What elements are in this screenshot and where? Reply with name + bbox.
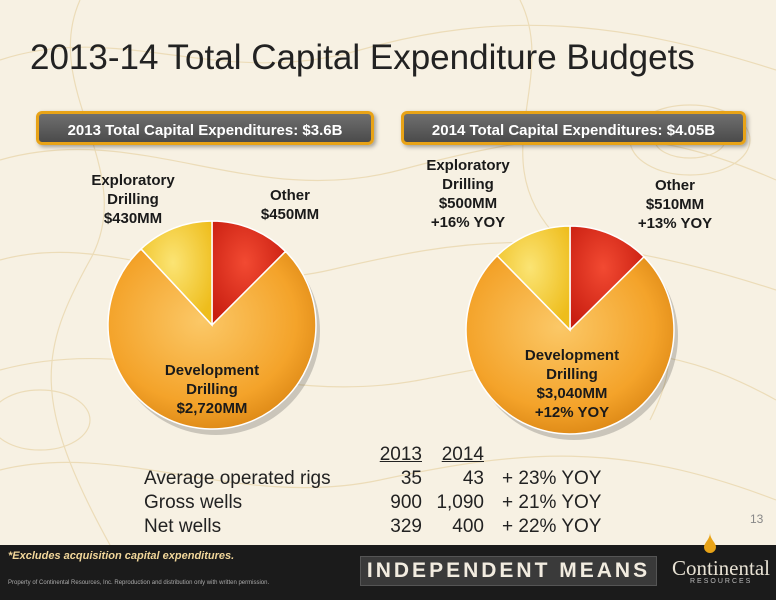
pie-slice-development bbox=[465, 254, 675, 435]
row-label: Gross wells bbox=[144, 492, 243, 513]
pie-slice-other bbox=[211, 220, 287, 327]
pie-slice-other bbox=[569, 225, 646, 332]
value-2013: 329 bbox=[390, 516, 422, 537]
slice-label-exploratory: Exploratory Drilling $430MM bbox=[91, 172, 175, 227]
slide-title: 2013-14 Total Capital Expenditure Budget… bbox=[30, 38, 695, 77]
company-logo-subtitle: RESOURCES bbox=[690, 578, 753, 585]
slice-label-other: Other $450MM bbox=[261, 187, 319, 223]
yoy-change: + 23% YOY bbox=[502, 468, 602, 489]
column-header-2013: 2013 bbox=[379, 444, 422, 465]
brand-banner: INDEPENDENT MEANS bbox=[360, 556, 657, 586]
oil-drop-logo-icon bbox=[704, 533, 716, 553]
pie-chart-2014: Other $510MM +13% YOY Development Drilling $3… bbox=[426, 157, 712, 440]
pie-chart-2013: Other $450MM Development Drilling $2,720MM Ex… bbox=[91, 172, 320, 435]
pie-slice-exploratory bbox=[496, 225, 571, 332]
yoy-change: + 22% YOY bbox=[502, 516, 602, 537]
footnote: *Excludes acquisition capital expenditur… bbox=[8, 550, 235, 562]
value-2014: 43 bbox=[462, 468, 484, 489]
pie-charts: Other $450MM Development Drilling $2,720MM Ex… bbox=[91, 157, 712, 440]
page-number: 13 bbox=[750, 512, 764, 526]
pill-2013-total: 2013 Total Capital Expenditures: $3.6B bbox=[36, 111, 374, 145]
slice-label-exploratory: Exploratory Drilling $500MM +16% YOY bbox=[426, 157, 510, 231]
row-label: Average operated rigs bbox=[144, 468, 331, 489]
copyright-notice: Property of Continental Resources, Inc. … bbox=[8, 580, 270, 586]
row-label: Net wells bbox=[144, 516, 222, 537]
slice-label-development: Development Drilling $2,720MM bbox=[165, 362, 259, 417]
value-2014: 400 bbox=[452, 516, 484, 537]
slice-label-other: Other $510MM +13% YOY bbox=[638, 177, 712, 232]
value-2013: 35 bbox=[400, 468, 422, 489]
column-header-2014: 2014 bbox=[441, 444, 484, 465]
pill-2014-total: 2014 Total Capital Expenditures: $4.05B bbox=[401, 111, 746, 145]
slice-label-development: Development Drilling $3,040MM +12% YOY bbox=[525, 347, 619, 421]
pie-slice-development bbox=[107, 247, 317, 430]
company-logo: Continental bbox=[672, 556, 770, 580]
yoy-change: + 21% YOY bbox=[502, 492, 602, 513]
value-2014: 1,090 bbox=[436, 492, 484, 513]
value-2013: 900 bbox=[390, 492, 422, 513]
pie-slice-exploratory bbox=[140, 220, 213, 327]
